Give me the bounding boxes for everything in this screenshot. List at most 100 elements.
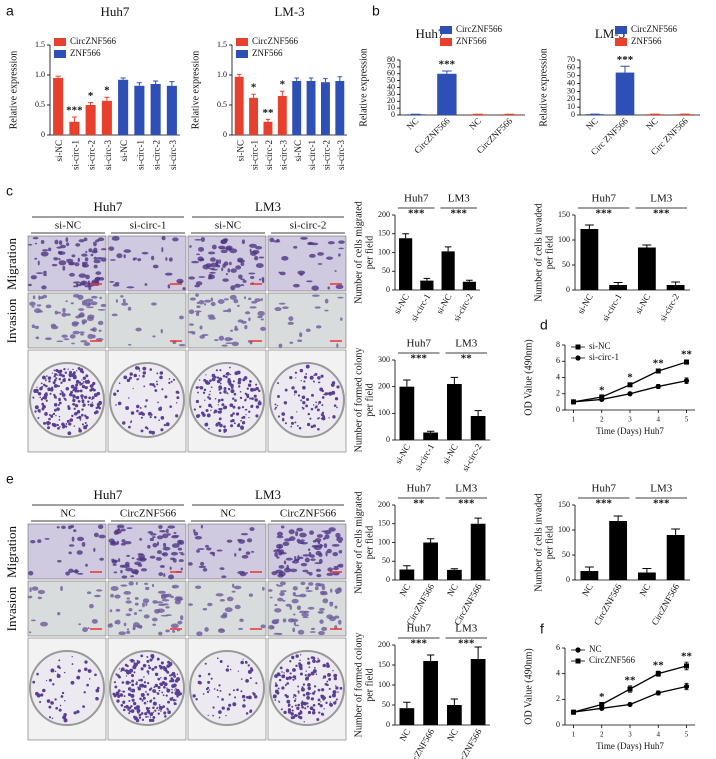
y-axis-label: Relative expression — [358, 48, 369, 127]
colony — [34, 410, 37, 413]
colony — [127, 708, 130, 711]
cell — [142, 602, 145, 608]
colony — [225, 373, 228, 376]
colony — [218, 710, 222, 714]
colony — [175, 693, 179, 696]
significance: ** — [461, 353, 473, 365]
cell — [125, 567, 134, 572]
colony — [237, 670, 239, 672]
marker — [684, 359, 690, 365]
colony — [136, 404, 140, 409]
colony — [45, 384, 48, 388]
bar — [447, 705, 462, 725]
colony — [245, 393, 250, 397]
cell — [32, 236, 39, 240]
colony — [72, 397, 75, 399]
colony — [236, 370, 241, 375]
colony — [45, 399, 48, 402]
cell — [305, 586, 309, 590]
cell — [309, 631, 316, 633]
colony — [220, 407, 223, 411]
colony — [61, 391, 64, 394]
cell — [209, 551, 215, 555]
cell — [167, 284, 171, 289]
y-tick-label: 200 — [378, 640, 390, 649]
group-label: Huh7 — [592, 193, 617, 205]
colony — [214, 376, 217, 379]
colony — [122, 708, 126, 712]
colony — [218, 684, 221, 687]
legend-label: ZNF566 — [252, 48, 283, 58]
cell — [200, 561, 205, 566]
colony — [277, 382, 280, 385]
cell — [180, 567, 183, 571]
cell — [160, 328, 163, 334]
image-column-label: CircZNF566 — [120, 508, 177, 520]
colony — [121, 681, 125, 684]
colony — [302, 385, 306, 390]
colony — [175, 687, 177, 689]
error-bar — [337, 76, 343, 81]
colony — [301, 700, 304, 702]
colony — [166, 664, 170, 668]
error-bar — [323, 78, 328, 83]
colony — [73, 711, 77, 715]
colony — [128, 710, 132, 713]
colony — [286, 682, 290, 685]
cell — [216, 549, 223, 552]
colony — [317, 427, 320, 431]
cell — [249, 306, 257, 309]
colony — [175, 402, 178, 404]
significance: ** — [653, 358, 665, 370]
colony — [221, 698, 224, 701]
cell — [230, 268, 237, 273]
colony — [290, 421, 294, 425]
colony — [58, 659, 61, 662]
colony — [175, 699, 177, 701]
colony — [278, 678, 282, 682]
colony — [83, 376, 86, 379]
cell — [109, 609, 113, 613]
group-label: LM3 — [455, 623, 478, 635]
cell — [98, 329, 102, 332]
cell — [128, 343, 132, 346]
cell — [162, 542, 167, 548]
cell — [300, 236, 308, 240]
colony — [279, 666, 283, 670]
colony — [158, 704, 161, 706]
colony — [323, 675, 327, 679]
colony — [228, 366, 231, 369]
cell — [220, 239, 228, 244]
colony — [38, 410, 41, 413]
cell — [51, 263, 58, 267]
colony — [319, 704, 323, 708]
colony — [331, 693, 336, 698]
colony — [300, 704, 304, 707]
error-bar — [294, 77, 299, 81]
cell — [145, 603, 148, 607]
bar — [580, 571, 599, 580]
cell — [172, 629, 176, 633]
colony — [93, 411, 97, 415]
colony — [64, 699, 66, 702]
cell — [172, 237, 179, 242]
cell — [124, 541, 132, 545]
colony — [308, 666, 311, 669]
colony — [57, 665, 60, 669]
cell — [308, 551, 312, 557]
colony — [159, 371, 164, 375]
cell — [77, 294, 84, 300]
cell — [120, 584, 128, 587]
colony — [254, 398, 258, 402]
colony — [133, 373, 138, 378]
colony — [84, 414, 87, 417]
colony — [65, 386, 70, 391]
colony — [134, 706, 138, 710]
cell — [252, 249, 260, 255]
cell — [135, 327, 142, 332]
cell — [250, 300, 258, 304]
colony — [211, 373, 216, 378]
colony — [128, 376, 132, 380]
cell — [281, 256, 289, 261]
colony — [71, 373, 75, 378]
